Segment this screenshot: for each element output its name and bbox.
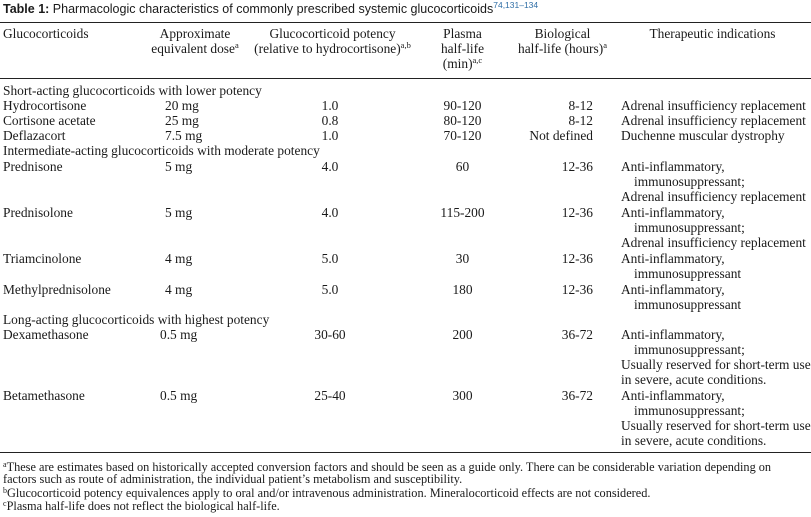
header-indications: Therapeutic indications: [649, 26, 776, 41]
indication-line: Adrenal insufficiency replacement: [621, 98, 806, 113]
potency-cell: 5.0: [321, 251, 339, 266]
biological-half-life-cell: 36-72: [561, 388, 593, 403]
table-caption: Table 1: Pharmacologic characteristics o…: [3, 1, 808, 22]
drug-name: Prednisone: [3, 159, 63, 174]
header-plasma-line3: (min)a,c: [442, 55, 483, 71]
potency-cell: 5.0: [321, 282, 339, 297]
plasma-half-life-cell: 70-120: [443, 128, 482, 143]
dose-cell: 4 mg: [165, 251, 193, 266]
dose-cell: 4 mg: [165, 282, 193, 297]
plasma-half-life-cell: 180: [452, 282, 473, 297]
potency-cell: 1.0: [321, 98, 339, 113]
biological-half-life-cell: 8-12: [568, 98, 593, 113]
footnote-a: aThese are estimates based on historical…: [3, 460, 772, 474]
indication-line: Usually reserved for short-term use: [621, 357, 811, 372]
header-dose-line1: Approximate: [159, 26, 231, 41]
biological-half-life-cell: 12-36: [561, 251, 593, 266]
drug-name: Hydrocortisone: [3, 98, 87, 113]
drug-name: Dexamethasone: [3, 327, 89, 342]
header-plasma-line1: Plasma: [443, 26, 482, 41]
indication-line: immunosuppressant: [634, 297, 742, 312]
dose-cell: 7.5 mg: [165, 128, 203, 143]
potency-cell: 1.0: [321, 128, 339, 143]
drug-name: Triamcinolone: [3, 251, 82, 266]
dose-cell: 25 mg: [165, 113, 199, 128]
header-rule: [0, 78, 811, 79]
indication-line: Anti-inflammatory,: [621, 388, 725, 403]
indication-line: immunosuppressant: [634, 266, 742, 281]
indication-line: Anti-inflammatory,: [621, 205, 725, 220]
footnote-c: cPlasma half-life does not reflect the b…: [3, 499, 280, 513]
indication-line: Anti-inflammatory,: [621, 251, 725, 266]
caption-refs: 74,131–134: [493, 0, 539, 10]
biological-half-life-cell: 8-12: [568, 113, 593, 128]
indication-line: in severe, acute conditions.: [621, 372, 767, 387]
header-bio-line1: Biological: [534, 26, 591, 41]
drug-name: Prednisolone: [3, 205, 73, 220]
drug-name: Cortisone acetate: [3, 113, 96, 128]
plasma-half-life-cell: 115-200: [440, 205, 485, 220]
indication-line: Anti-inflammatory,: [621, 159, 725, 174]
plasma-half-life-cell: 80-120: [443, 113, 482, 128]
potency-cell: 0.8: [321, 113, 339, 128]
header-dose-line2: equivalent dosea: [151, 40, 239, 56]
section-title-short-acting: Short-acting glucocorticoids with lower …: [3, 83, 262, 98]
potency-cell: 4.0: [321, 205, 339, 220]
drug-name: Betamethasone: [3, 388, 85, 403]
header-potency-line1: Glucocorticoid potency: [269, 26, 396, 41]
dose-cell: 20 mg: [165, 98, 199, 113]
indication-line: Adrenal insufficiency replacement: [621, 113, 806, 128]
caption-label: Table 1:: [3, 2, 50, 16]
drug-name: Deflazacort: [3, 128, 66, 143]
indication-line: Anti-inflammatory,: [621, 282, 725, 297]
biological-half-life-cell: Not defined: [529, 128, 593, 143]
header-potency-line2: (relative to hydrocortisone)a,b: [254, 40, 411, 56]
indication-line: immunosuppressant;: [634, 220, 745, 235]
indication-line: immunosuppressant;: [634, 342, 745, 357]
indication-line: in severe, acute conditions.: [621, 433, 767, 448]
potency-cell: 30-60: [314, 327, 346, 342]
biological-half-life-cell: 36-72: [561, 327, 593, 342]
top-rule: [0, 22, 811, 23]
indication-line: Adrenal insufficiency replacement: [621, 189, 806, 204]
drug-name: Methylprednisolone: [3, 282, 111, 297]
dose-cell: 0.5 mg: [160, 327, 198, 342]
plasma-half-life-cell: 300: [452, 388, 473, 403]
section-title-intermediate-acting: Intermediate-acting glucocorticoids with…: [3, 143, 320, 158]
footnote-b: bGlucocorticoid potency equivalences app…: [3, 486, 651, 500]
plasma-half-life-cell: 60: [455, 159, 470, 174]
indication-line: Adrenal insufficiency replacement: [621, 235, 806, 250]
header-plasma-line2: half-life: [440, 41, 485, 56]
footnote-a-continued: factors such as route of administration,…: [3, 472, 463, 486]
indication-line: Usually reserved for short-term use: [621, 418, 811, 433]
indication-line: Anti-inflammatory,: [621, 327, 725, 342]
indication-line: immunosuppressant;: [634, 403, 745, 418]
plasma-half-life-cell: 90-120: [443, 98, 482, 113]
biological-half-life-cell: 12-36: [561, 159, 593, 174]
dose-cell: 0.5 mg: [160, 388, 198, 403]
plasma-half-life-cell: 30: [455, 251, 470, 266]
header-glucocorticoids: Glucocorticoids: [3, 26, 89, 41]
biological-half-life-cell: 12-36: [561, 282, 593, 297]
caption-text: Pharmacologic characteristics of commonl…: [52, 2, 494, 16]
potency-cell: 4.0: [321, 159, 339, 174]
biological-half-life-cell: 12-36: [561, 205, 593, 220]
potency-cell: 25-40: [314, 388, 346, 403]
indication-line: immunosuppressant;: [634, 174, 745, 189]
dose-cell: 5 mg: [165, 205, 193, 220]
bottom-rule: [0, 452, 811, 453]
plasma-half-life-cell: 200: [452, 327, 473, 342]
section-title-long-acting: Long-acting glucocorticoids with highest…: [3, 312, 270, 327]
dose-cell: 5 mg: [165, 159, 193, 174]
indication-line: Duchenne muscular dystrophy: [621, 128, 785, 143]
header-bio-line2: half-life (hours)a: [518, 40, 607, 56]
